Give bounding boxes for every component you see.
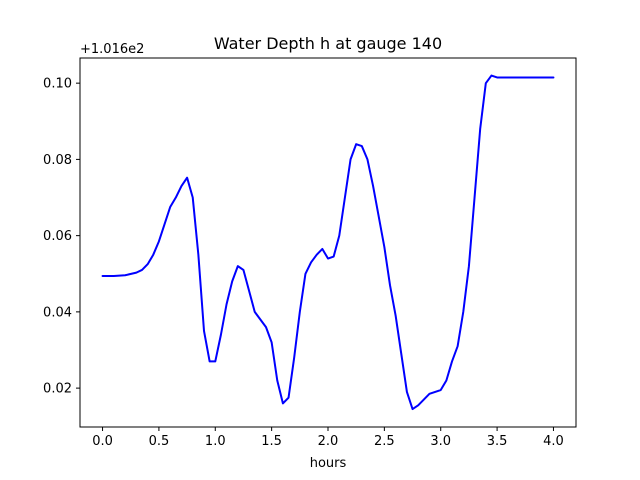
x-tick-label: 2.5	[374, 434, 395, 449]
x-tick-label: 4.0	[543, 434, 564, 449]
y-tick-label: 0.04	[43, 305, 72, 320]
x-tick-label: 3.0	[430, 434, 451, 449]
y-tick-label: 0.10	[43, 77, 72, 92]
plot-area: 0.0 0.5 1.0 1.5 2.0 2.5 3.0 3.5 4.0 0.02 0.04 0.06 0…	[43, 57, 577, 449]
x-tick-label: 2.0	[318, 434, 339, 449]
y-offset-label: +1.016e2	[80, 42, 144, 57]
x-axis-label: hours	[310, 456, 347, 471]
x-tick-label: 3.5	[487, 434, 508, 449]
x-tick-label: 0.0	[92, 434, 113, 449]
chart-title: Water Depth h at gauge 140	[214, 34, 442, 53]
series-line-0	[101, 74, 555, 411]
y-tick-label: 0.02	[43, 382, 72, 397]
y-tick-label: 0.06	[43, 229, 72, 244]
x-tick-label: 1.5	[261, 434, 282, 449]
x-tick-label: 0.5	[149, 434, 170, 449]
x-tick-label: 1.0	[205, 434, 226, 449]
y-tick-label: 0.08	[43, 153, 72, 168]
